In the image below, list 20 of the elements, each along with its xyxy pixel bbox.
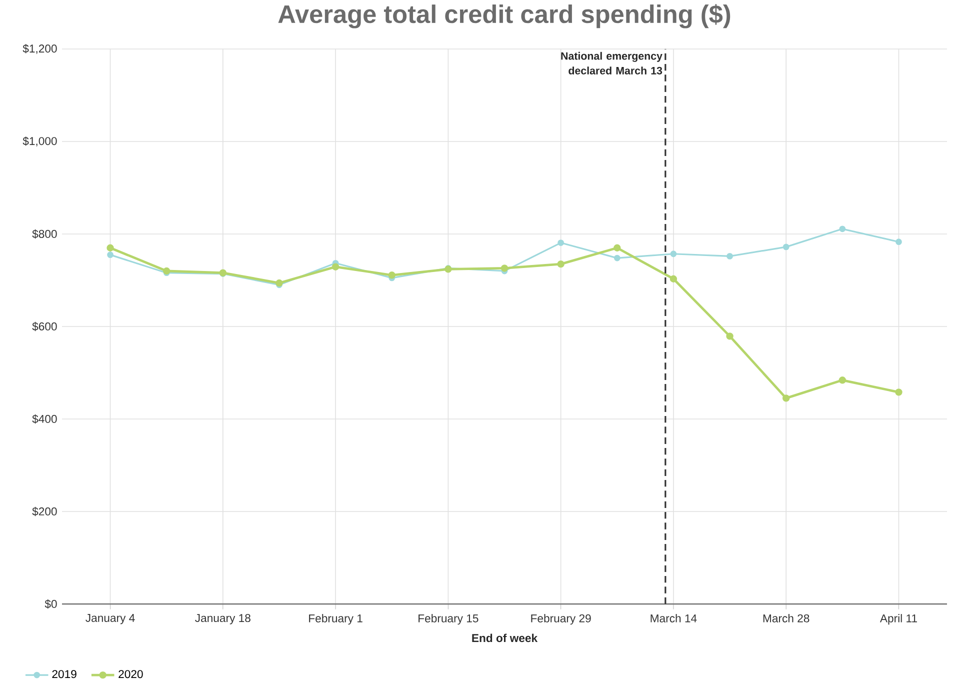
y-tick-label: $0: [44, 599, 57, 609]
y-tick-label: $200: [32, 506, 57, 516]
legend-label: 2019: [52, 670, 76, 678]
y-tick-label: $1,000: [22, 136, 57, 146]
x-tick-label: March 28: [763, 614, 810, 622]
chart-title: Average total credit card spending ($): [278, 4, 730, 28]
y-tick-label: $400: [32, 414, 57, 424]
x-tick-label: February 29: [531, 614, 591, 625]
x-tick-label: January 4: [86, 614, 135, 624]
y-tick-label: $600: [32, 322, 57, 332]
x-tick-label: April 11: [880, 614, 917, 625]
x-axis-title: End of week: [472, 634, 538, 642]
x-tick-label: January 18: [195, 614, 250, 624]
legend-label: 2020: [118, 670, 143, 678]
x-tick-label: February 15: [418, 614, 478, 625]
x-tick-label: March 14: [650, 614, 697, 622]
y-tick-label: $800: [32, 229, 57, 239]
ref-line-label: National emergency declared March 13: [561, 52, 662, 74]
y-tick-label: $1,200: [22, 44, 57, 54]
x-tick-label: February 1: [309, 614, 362, 625]
